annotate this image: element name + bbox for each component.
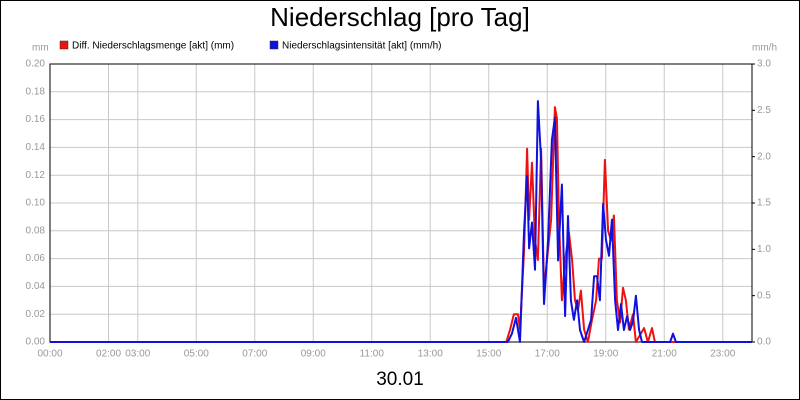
legend-label: Diff. Niederschlagsmenge [akt] (mm)	[72, 41, 234, 52]
y2-tick-label: 1.5	[757, 198, 771, 209]
y2-tick-label: 3.0	[757, 59, 771, 70]
legend-label: Niederschlagsintensität [akt] (mm/h)	[282, 41, 442, 52]
y-tick-label: 0.04	[26, 281, 46, 292]
y-tick-label: 0.18	[26, 86, 46, 97]
chart-title: Niederschlag [pro Tag]	[270, 2, 530, 32]
y-tick-label: 0.16	[26, 114, 46, 125]
y-tick-label: 0.12	[26, 170, 46, 181]
x-tick-label: 15:00	[476, 349, 501, 360]
x-tick-label: 21:00	[652, 349, 677, 360]
x-tick-label: 02:00	[96, 349, 121, 360]
y-tick-label: 0.14	[26, 142, 46, 153]
y-axis-label: mm	[32, 43, 49, 54]
x-tick-label: 00:00	[37, 349, 62, 360]
y-tick-label: 0.00	[26, 337, 46, 348]
x-tick-label: 09:00	[301, 349, 326, 360]
series-line	[50, 100, 752, 343]
y2-tick-label: 2.0	[757, 151, 771, 162]
y-tick-label: 0.02	[26, 309, 46, 320]
y2-tick-label: 0.0	[757, 337, 771, 348]
x-axis-label: 30.01	[376, 369, 424, 390]
y2-tick-label: 1.0	[757, 244, 771, 255]
legend-swatch	[59, 40, 69, 50]
x-tick-label: 07:00	[242, 349, 267, 360]
y-tick-label: 0.06	[26, 253, 46, 264]
y-tick-label: 0.10	[26, 198, 46, 209]
x-tick-label: 13:00	[418, 349, 443, 360]
y2-axis-label: mm/h	[752, 43, 777, 54]
y-tick-label: 0.20	[26, 59, 46, 70]
x-tick-label: 11:00	[360, 349, 385, 360]
x-tick-label: 23:00	[710, 349, 735, 360]
x-tick-label: 03:00	[125, 349, 150, 360]
y-tick-label: 0.08	[26, 225, 46, 236]
x-tick-label: 19:00	[593, 349, 618, 360]
y2-tick-label: 2.5	[757, 105, 771, 116]
y2-tick-label: 0.5	[757, 290, 771, 301]
legend-swatch	[269, 40, 279, 50]
x-tick-label: 05:00	[184, 349, 209, 360]
x-tick-label: 17:00	[535, 349, 560, 360]
